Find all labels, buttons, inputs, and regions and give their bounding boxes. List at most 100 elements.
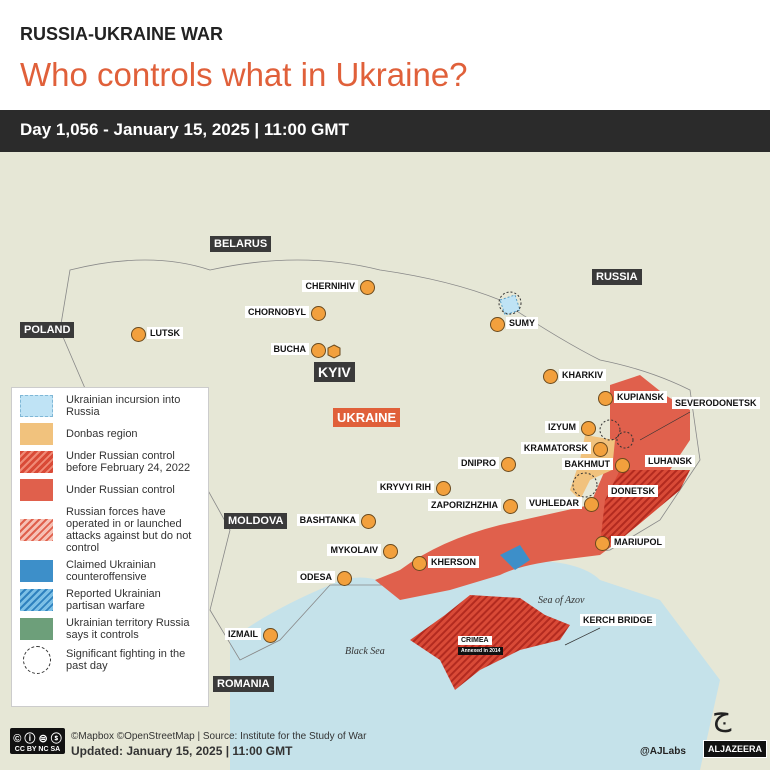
legend-item: Claimed Ukrainian counteroffensive (20, 559, 200, 583)
city-label: BUCHA (270, 343, 309, 355)
legend-label: Under Russian control (66, 484, 175, 496)
country-poland: POLAND (20, 322, 75, 338)
city-dot (581, 421, 596, 436)
sea-of-azov: Sea of Azov (538, 595, 585, 606)
city-label: CHERNIHIV (302, 280, 358, 292)
footer: © ⓘ ⊜ ⓢ CC BY NC SA ©Mapbox ©OpenStreetMa… (0, 698, 770, 770)
header: RUSSIA-UKRAINE WAR Who controls what in … (0, 0, 770, 110)
city-label: DNIPRO (457, 457, 499, 469)
fighting-circle (599, 419, 621, 441)
city-label: KRAMATORSK (520, 442, 591, 454)
legend-label: Ukrainian territory Russia says it contr… (66, 617, 190, 641)
city-label: BAKHMUT (561, 458, 613, 470)
legend-label: Ukrainian incursion into Russia (66, 394, 181, 418)
legend-swatch (20, 395, 53, 417)
legend-item: Ukrainian territory Russia says it contr… (20, 617, 200, 641)
country-romania: ROMANIA (213, 676, 274, 692)
city-dot (131, 327, 146, 342)
city-dot (503, 499, 518, 514)
city-label: VUHLEDAR (525, 497, 582, 509)
legend-item: Donbas region (20, 423, 200, 445)
city-dot (311, 343, 326, 358)
label-crimea-note: Annexed in 2014 (458, 647, 504, 655)
city-dot (263, 628, 278, 643)
city-dot (598, 391, 613, 406)
fighting-circle (498, 291, 522, 315)
legend-item: Russian forces have operated in or launc… (20, 506, 200, 554)
city-dot (615, 458, 630, 473)
kursk-incursion (499, 294, 521, 316)
legend-swatch (20, 451, 53, 473)
aljazeera-logo-icon: ﺝ (712, 699, 732, 732)
city-label: ZAPORIZHZHIA (428, 499, 501, 511)
legend-swatch (20, 423, 53, 445)
city-dot (543, 369, 558, 384)
counteroffensive-area (500, 545, 530, 570)
handle: @AJLabs (640, 746, 686, 757)
country-moldova: MOLDOVA (224, 513, 288, 529)
city-label: CHORNOBYL (245, 306, 309, 318)
city-label: KRYVYI RIH (376, 481, 434, 493)
city-dot (595, 536, 610, 551)
severodonetsk-leader (639, 411, 691, 441)
legend-label: Reported Ukrainian partisan warfare (66, 588, 161, 612)
city-dot (360, 280, 375, 295)
black-sea-label: Black Sea (345, 646, 385, 657)
label-severodonetsk: SEVERODONETSK (672, 397, 760, 409)
city-dot (501, 457, 516, 472)
legend-label: Donbas region (66, 428, 138, 440)
cc-license-badge: © ⓘ ⊜ ⓢ CC BY NC SA (10, 728, 65, 754)
legend-swatch (20, 618, 53, 640)
city-dot (412, 556, 427, 571)
label-donetsk: DONETSK (608, 485, 659, 497)
fighting-circle (572, 472, 598, 498)
legend-swatch (20, 479, 53, 501)
city-label: SUMY (506, 317, 539, 329)
country-ukraine: UKRAINE (333, 408, 401, 427)
legend: Ukrainian incursion into Russia Donbas re… (11, 387, 209, 707)
kerch-leader (564, 627, 601, 646)
legend-label: Russian forces have operated in or launc… (66, 506, 192, 554)
legend-item: Under Russian control before February 24… (20, 450, 200, 474)
legend-label: Significant fighting in the past day (66, 648, 186, 672)
legend-swatch (20, 519, 53, 541)
legend-item: Ukrainian incursion into Russia (20, 394, 200, 418)
legend-item: Reported Ukrainian partisan warfare (20, 588, 200, 612)
city-dot (383, 544, 398, 559)
fighting-circle (616, 431, 634, 449)
city-dot (490, 317, 505, 332)
country-russia: RUSSIA (592, 269, 642, 285)
brand-logo: ALJAZEERA (703, 740, 768, 758)
source-credit: ©Mapbox ©OpenStreetMap | Source: Institu… (71, 731, 367, 742)
city-label: BASHTANKA (296, 514, 359, 526)
city-dot (584, 497, 599, 512)
label-kerch-bridge: KERCH BRIDGE (580, 614, 656, 626)
legend-item: Significant fighting in the past day (20, 646, 200, 674)
capital-kyiv: KYIV (314, 362, 355, 382)
kyiv-hexagon (327, 344, 341, 359)
city-dot (337, 571, 352, 586)
city-dot (436, 481, 451, 496)
city-label: IZYUM (545, 421, 579, 433)
updated-time: Updated: January 15, 2025 | 11:00 GMT (71, 744, 293, 758)
city-label: ODESA (296, 571, 335, 583)
legend-swatch (20, 560, 53, 582)
city-dot (593, 442, 608, 457)
legend-item: Under Russian control (20, 479, 200, 501)
date-bar: Day 1,056 - January 15, 2025 | 11:00 GMT (0, 110, 770, 152)
city-dot (311, 306, 326, 321)
city-label: KHERSON (428, 556, 480, 568)
country-belarus: BELARUS (210, 236, 272, 252)
city-label: KUPIANSK (614, 391, 668, 403)
city-label: KHARKIV (559, 369, 607, 381)
city-label: MYKOLAIV (327, 544, 381, 556)
city-label: IZMAIL (225, 628, 261, 640)
legend-swatch (20, 589, 53, 611)
legend-label: Under Russian control before February 24… (66, 450, 191, 474)
legend-label: Claimed Ukrainian counteroffensive (66, 559, 156, 583)
city-label: MARIUPOL (611, 536, 665, 548)
city-label: LUTSK (147, 327, 183, 339)
page-title: Who controls what in Ukraine? (20, 56, 468, 93)
city-dot (361, 514, 376, 529)
label-crimea: CRIMEA (458, 636, 492, 645)
